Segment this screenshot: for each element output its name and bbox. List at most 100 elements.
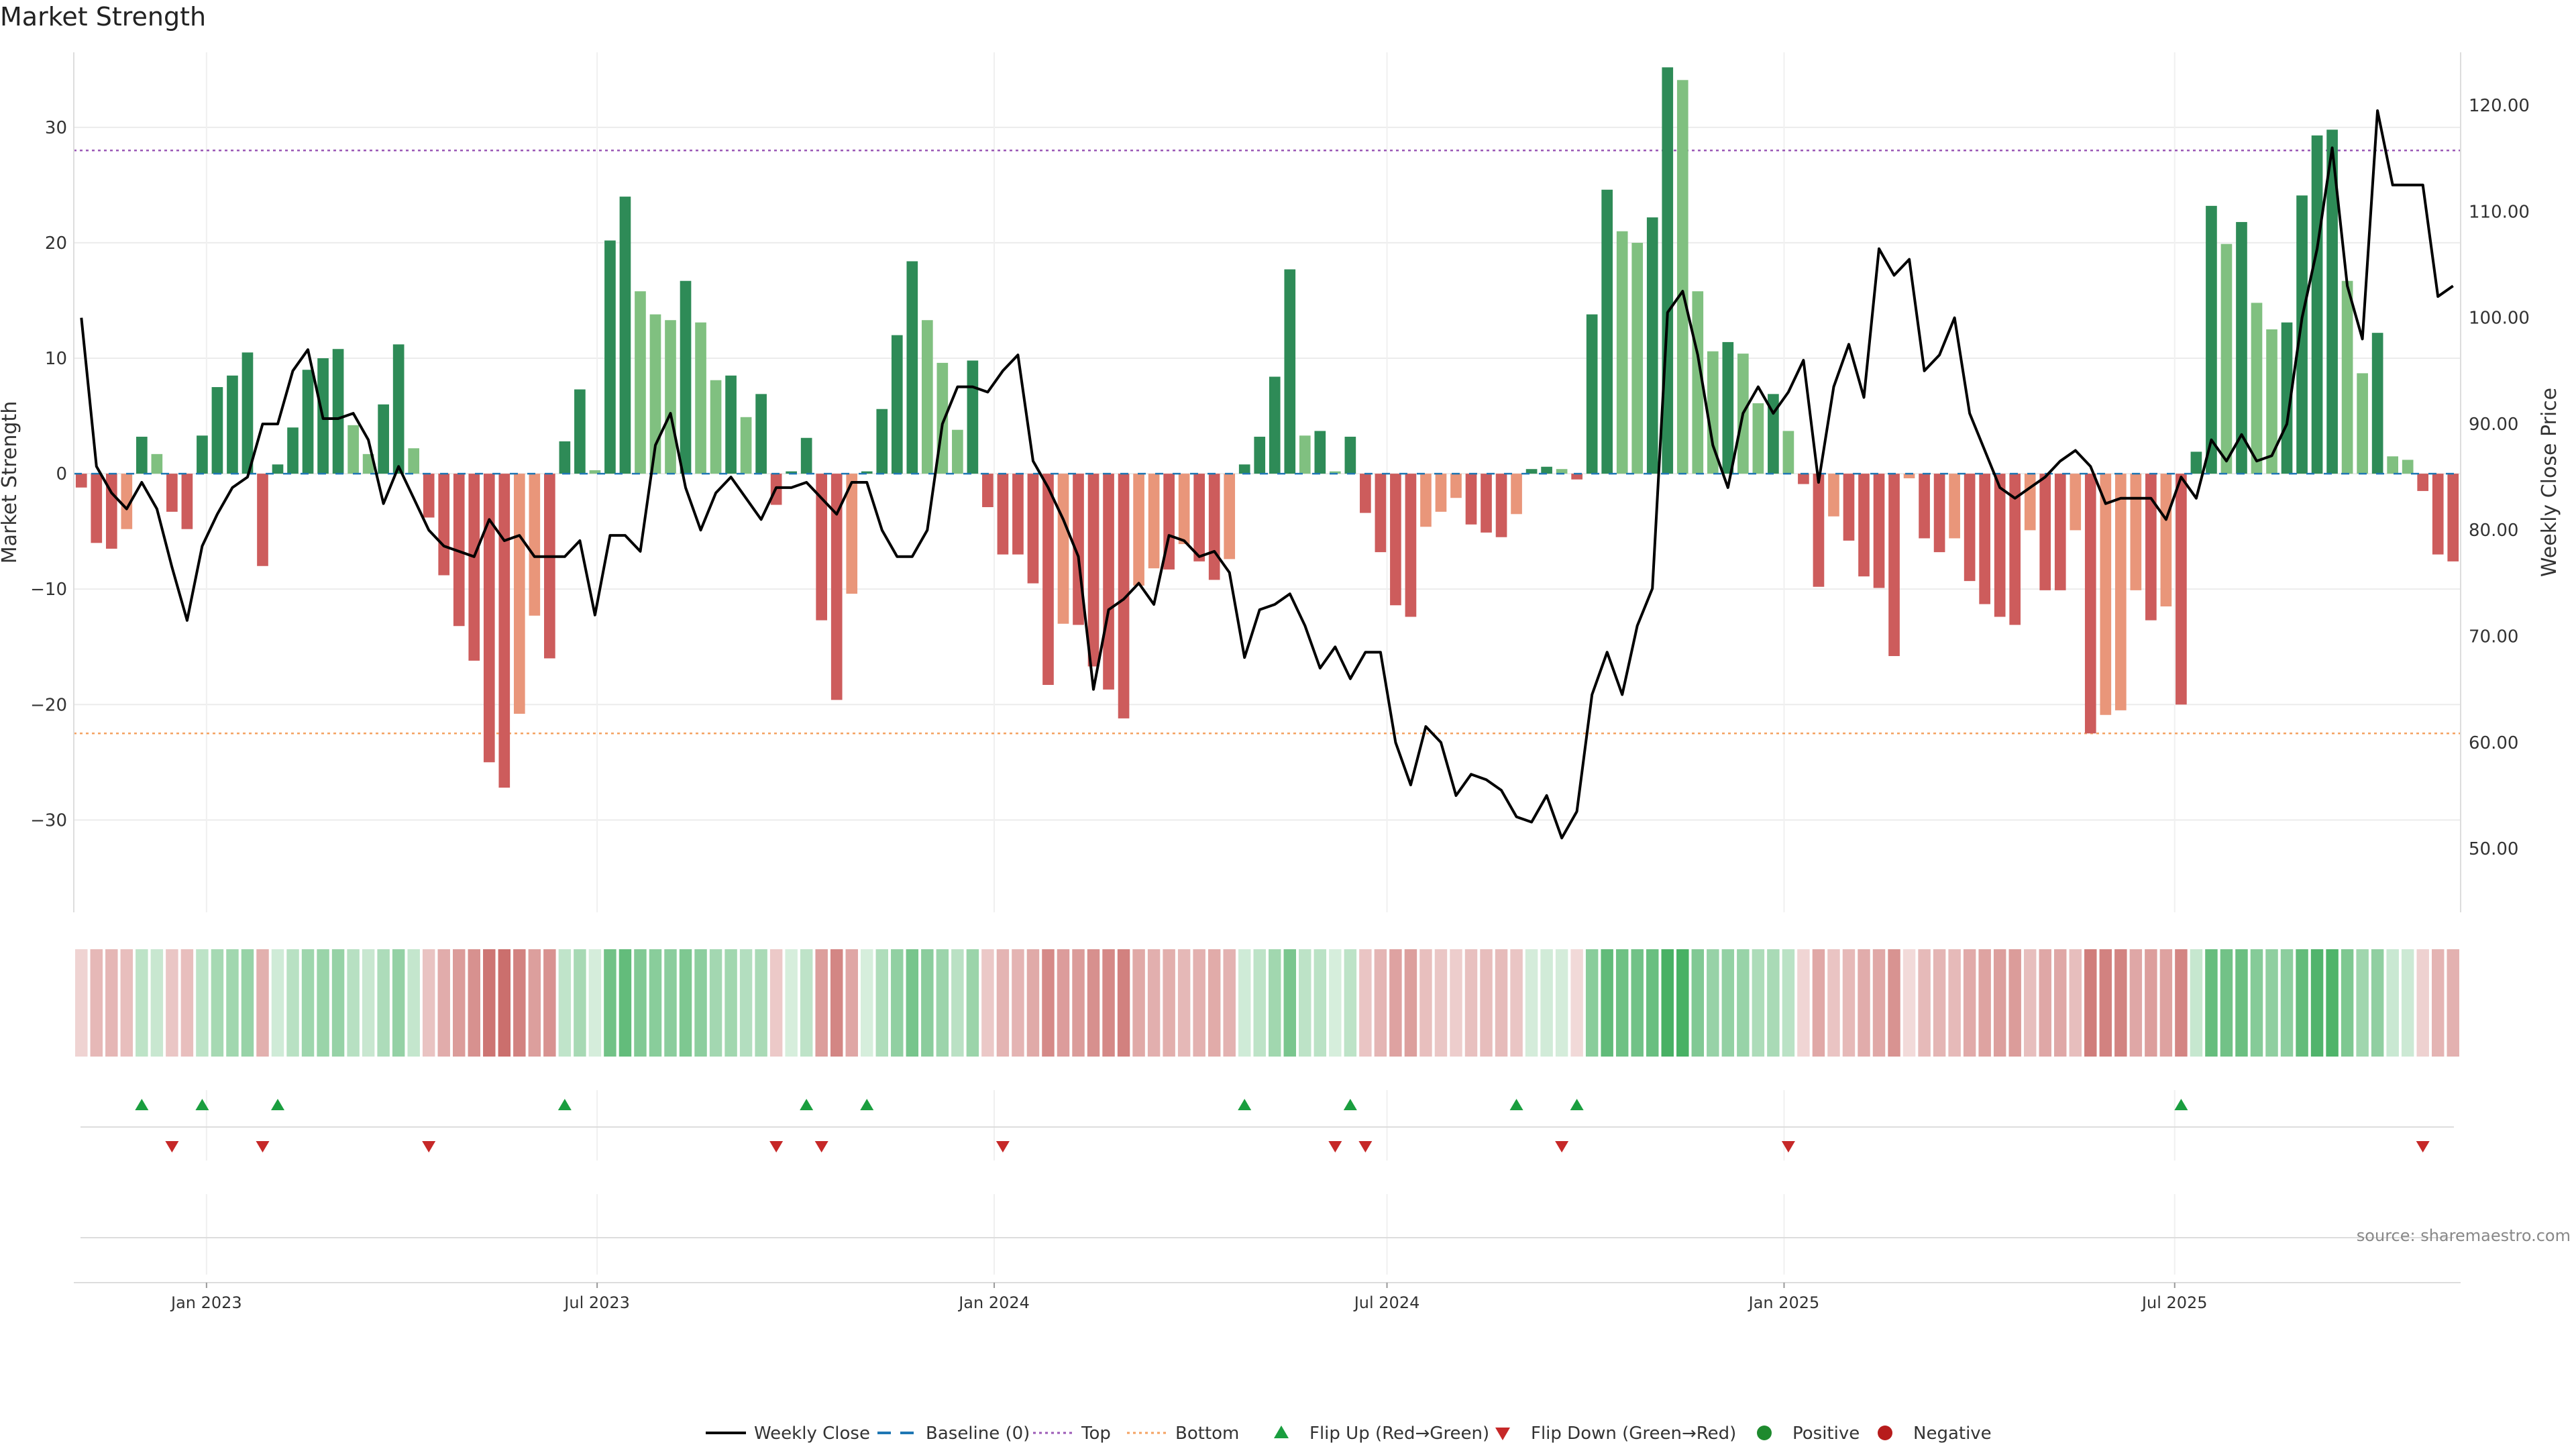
heat-cell xyxy=(1132,949,1145,1057)
heat-cell xyxy=(2114,949,2127,1057)
heat-cell xyxy=(2220,949,2233,1057)
strength-bar xyxy=(2387,456,2398,474)
axes: 30 20 10 0 −10 −20 −30 50.00 60.00 70.00 80.00 90.0… xyxy=(0,52,2561,912)
heat-cell xyxy=(2431,949,2445,1057)
heat-cell xyxy=(1782,949,1795,1057)
strength-bar xyxy=(2251,303,2263,474)
strength-bar xyxy=(362,453,374,474)
heat-cell xyxy=(709,949,722,1057)
strength-bar xyxy=(1676,80,1688,474)
flip-down-marker xyxy=(1358,1141,1373,1152)
strength-bar xyxy=(1390,474,1401,606)
heat-cell xyxy=(1933,949,1946,1057)
heat-cell xyxy=(1480,949,1493,1057)
heat-cell xyxy=(2235,949,2248,1057)
heat-cell xyxy=(317,949,329,1057)
heat-cell xyxy=(2175,949,2188,1057)
heat-cell xyxy=(498,949,511,1057)
heat-cell xyxy=(1585,949,1599,1057)
heat-cell xyxy=(75,949,88,1057)
flip-down-marker xyxy=(1328,1141,1342,1152)
strength-bar xyxy=(2084,474,2096,734)
heat-cell xyxy=(2054,949,2067,1057)
strength-bar xyxy=(2160,474,2172,606)
legend-item-bottom: Bottom xyxy=(1127,1424,1239,1444)
threshold-lines xyxy=(74,150,2461,735)
strength-bar xyxy=(2357,373,2368,474)
heat-cell xyxy=(558,949,572,1057)
heat-cell xyxy=(1269,949,1281,1057)
heat-cell xyxy=(1631,949,1644,1057)
strength-bar xyxy=(816,474,828,621)
y-right-tick-label: 70.00 xyxy=(2469,627,2518,647)
heat-cell xyxy=(1948,949,1961,1057)
strength-bar xyxy=(136,437,148,474)
strength-bar xyxy=(1662,67,1674,474)
heat-cell xyxy=(1102,949,1115,1057)
heat-cell xyxy=(724,949,737,1057)
legend-label: Negative xyxy=(1913,1424,1992,1444)
heat-cell xyxy=(105,949,118,1057)
strength-bar xyxy=(468,474,480,661)
strength-bar xyxy=(105,474,117,549)
strength-bar xyxy=(1481,474,1492,533)
heat-cell xyxy=(936,949,949,1057)
strength-bar xyxy=(378,404,389,474)
heat-cell xyxy=(649,949,662,1057)
heat-cell xyxy=(2099,949,2112,1057)
heat-cell xyxy=(1827,949,1840,1057)
heat-cell xyxy=(769,949,783,1057)
heat-cell xyxy=(2008,949,2021,1057)
y-left-tick-label: −20 xyxy=(30,695,67,715)
heat-cell xyxy=(891,949,904,1057)
strength-bar xyxy=(438,474,450,576)
heat-cell xyxy=(2250,949,2263,1057)
heat-cell xyxy=(166,949,178,1057)
strength-bar xyxy=(1330,471,1341,474)
y-left-tick-label: 10 xyxy=(45,349,67,369)
legend-item-negative: Negative xyxy=(1878,1424,1992,1444)
heat-cell xyxy=(2129,949,2143,1057)
strength-bar xyxy=(1375,474,1387,553)
strength-bar xyxy=(2236,221,2247,474)
legend-item-weekly-close: Weekly Close xyxy=(706,1424,870,1444)
heat-cell xyxy=(830,949,843,1057)
strength-bar xyxy=(1148,474,1160,569)
heat-cell xyxy=(407,949,420,1057)
heat-cell xyxy=(362,949,375,1057)
strength-bar xyxy=(1450,474,1462,498)
strength-bar xyxy=(2039,474,2051,590)
strength-bar xyxy=(786,471,797,474)
strength-bar xyxy=(1405,474,1417,617)
strength-bar xyxy=(2371,333,2383,474)
heat-cell xyxy=(845,949,858,1057)
y-right-tick-label: 110.00 xyxy=(2469,202,2530,222)
flip-up-marker xyxy=(135,1099,149,1110)
heat-cell xyxy=(2280,949,2294,1057)
strength-bar xyxy=(1118,474,1130,718)
heat-cell xyxy=(755,949,767,1057)
heat-cell xyxy=(1208,949,1221,1057)
heat-cell xyxy=(1299,949,1311,1057)
strength-heat-strip xyxy=(75,949,2459,1057)
strength-bar xyxy=(529,474,541,616)
heat-cell xyxy=(1797,949,1810,1057)
x-tick-label: Jul 2024 xyxy=(1353,1293,1420,1312)
heat-cell xyxy=(1721,949,1735,1057)
strength-bar xyxy=(483,474,495,763)
heat-cell xyxy=(785,949,798,1057)
strength-bar xyxy=(1979,474,1990,604)
y-right-tick-label: 90.00 xyxy=(2469,415,2518,435)
legend-label: Weekly Close xyxy=(754,1424,870,1444)
strength-bar xyxy=(2114,474,2127,710)
strength-bar xyxy=(513,474,525,714)
heat-cell xyxy=(1283,949,1297,1057)
strength-bar xyxy=(1843,474,1855,541)
strength-bar xyxy=(2024,474,2036,531)
strength-bar xyxy=(1360,474,1371,513)
heat-cell xyxy=(1540,949,1553,1057)
heat-cell xyxy=(604,949,616,1057)
strength-bar xyxy=(1511,474,1522,515)
heat-cell xyxy=(1525,949,1538,1057)
